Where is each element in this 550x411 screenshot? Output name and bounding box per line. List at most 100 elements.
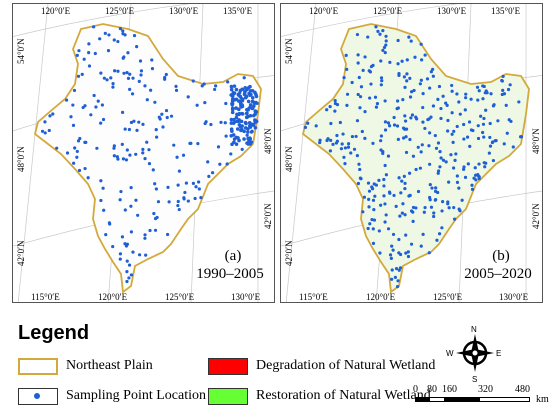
sampling-point (356, 181, 361, 186)
lon-label: 130°0′E (231, 292, 261, 302)
sampling-point (487, 151, 491, 155)
sampling-point (380, 79, 384, 83)
sampling-point (441, 158, 446, 162)
sampling-point (455, 124, 459, 129)
sampling-point-icon (34, 393, 40, 399)
sampling-point (518, 135, 523, 139)
sampling-point (390, 277, 394, 281)
sampling-point (318, 140, 322, 145)
sampling-point (194, 185, 198, 189)
sampling-point (229, 152, 233, 156)
sampling-point (462, 167, 466, 171)
sampling-point (234, 97, 239, 102)
sampling-point (132, 34, 137, 38)
sampling-point (230, 110, 235, 115)
sampling-point (125, 259, 129, 263)
sampling-point (511, 145, 515, 149)
sampling-point (508, 83, 512, 87)
sampling-point (404, 150, 409, 155)
lon-label: 130°0′E (169, 6, 199, 16)
sampling-point (379, 76, 384, 80)
sampling-point (434, 186, 438, 190)
sampling-point (118, 257, 122, 261)
sampling-point (467, 120, 472, 124)
lon-label: 115°0′E (31, 292, 60, 302)
sampling-point (191, 79, 195, 83)
sampling-point (234, 115, 239, 120)
sampling-point (419, 42, 423, 46)
sampling-point (92, 93, 96, 98)
sampling-point (325, 108, 329, 112)
sampling-point (449, 153, 453, 157)
lon-label: 115°0′E (299, 292, 328, 302)
sampling-point (111, 82, 115, 86)
sampling-point (76, 74, 81, 78)
sampling-point (245, 87, 249, 92)
sampling-point (414, 167, 418, 172)
sampling-point (422, 210, 426, 214)
sampling-point (242, 129, 246, 134)
sampling-point (394, 204, 398, 208)
sampling-point (423, 126, 427, 131)
sampling-point (78, 136, 82, 141)
sampling-point (444, 101, 448, 105)
sampling-point (216, 145, 221, 149)
sampling-point (232, 84, 237, 88)
sampling-point (465, 135, 470, 139)
sampling-point (101, 117, 106, 122)
sampling-point (455, 180, 460, 184)
sampling-point (154, 187, 158, 191)
sampling-point (343, 146, 348, 150)
sampling-point (177, 169, 182, 173)
sampling-point (95, 146, 99, 150)
sampling-point (118, 27, 122, 31)
sampling-point (183, 190, 187, 195)
sampling-point (403, 85, 407, 89)
sampling-point (379, 59, 383, 63)
sampling-point (72, 88, 77, 93)
sampling-point (382, 194, 386, 198)
sampling-point (128, 87, 132, 91)
sampling-point (477, 162, 481, 166)
sampling-point (489, 92, 493, 96)
sampling-point (392, 123, 397, 127)
sampling-point (383, 99, 387, 103)
sampling-point (400, 59, 404, 63)
sampling-point (411, 154, 416, 158)
sampling-point (397, 73, 401, 77)
sampling-point (423, 53, 427, 57)
sampling-point (193, 196, 197, 201)
sampling-point (176, 203, 180, 208)
lat-label: 42°0′N (284, 240, 294, 266)
sampling-point (372, 218, 377, 222)
sampling-point (177, 207, 181, 212)
sampling-point (501, 74, 505, 78)
sampling-point (150, 67, 155, 71)
lat-label: 48°0′N (531, 128, 541, 154)
sampling-point (71, 103, 75, 107)
compass-n: N (471, 325, 477, 334)
sampling-point (186, 95, 190, 99)
sampling-point (431, 104, 436, 108)
sampling-point (355, 153, 359, 158)
sampling-point (381, 150, 385, 154)
sampling-point (439, 156, 443, 160)
sampling-point (118, 252, 123, 256)
sampling-point (450, 83, 454, 88)
sampling-point (405, 79, 409, 83)
sampling-point (357, 162, 361, 166)
sampling-point (129, 186, 133, 190)
scale-tick: 480 (515, 384, 530, 395)
sampling-point (229, 87, 234, 92)
sampling-point (238, 99, 243, 104)
sampling-point (376, 29, 380, 33)
sampling-point (477, 174, 481, 178)
sampling-point (141, 147, 145, 151)
sampling-point (397, 268, 401, 272)
sampling-point (197, 187, 201, 191)
sampling-point (254, 94, 259, 99)
sampling-point (496, 119, 500, 123)
sampling-point (176, 183, 180, 187)
sampling-point (48, 114, 52, 118)
sampling-point (83, 104, 87, 108)
